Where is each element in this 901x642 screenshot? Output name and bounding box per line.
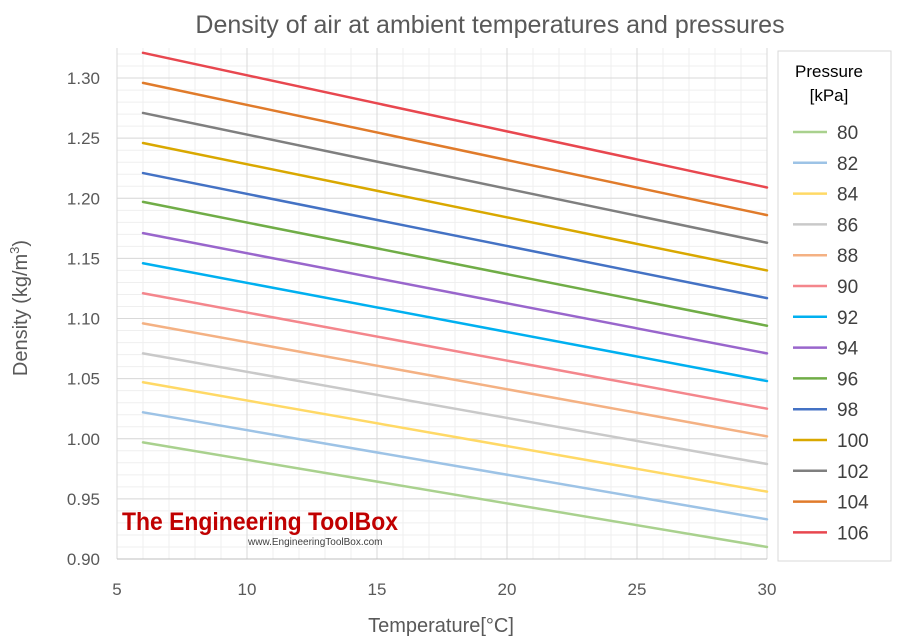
y-tick-label: 1.30	[67, 69, 100, 88]
y-tick-label: 1.25	[67, 129, 100, 148]
series-line-104kpa	[141, 81, 769, 217]
legend-box	[777, 50, 892, 562]
watermark-url: www.EngineeringToolBox.com	[247, 537, 383, 548]
x-tick-label: 5	[112, 580, 121, 599]
legend-label-94: 94	[837, 339, 859, 360]
x-tick-label: 20	[498, 580, 517, 599]
x-tick-labels: 5 10 15 20 25 30	[112, 580, 776, 599]
series-line-100kpa	[141, 141, 769, 272]
legend-label-88: 88	[837, 246, 858, 267]
y-tick-label: 1.05	[67, 370, 100, 389]
watermark-brand: The Engineering ToolBox	[122, 508, 398, 536]
legend-label-98: 98	[837, 400, 858, 421]
series-lines	[141, 51, 769, 549]
series-line-96kpa	[141, 200, 769, 327]
x-axis-title: Temperature[°C]	[368, 615, 514, 637]
legend-label-96: 96	[837, 369, 858, 390]
series-line-92kpa	[141, 261, 769, 383]
series-line-88kpa	[141, 322, 769, 438]
x-tick-label: 25	[628, 580, 647, 599]
chart-title: Density of air at ambient temperatures a…	[195, 11, 784, 39]
series-line-84kpa	[141, 381, 769, 493]
legend-label-82: 82	[837, 154, 858, 175]
series-line-90kpa	[141, 292, 769, 410]
series-line-86kpa	[141, 352, 769, 466]
y-axis-title-end: )	[10, 240, 32, 247]
legend-label-106: 106	[837, 523, 869, 544]
x-tick-label: 15	[368, 580, 387, 599]
legend-entries: 80 82 84 86 88 90 92 94 96 98 100 102 104 106	[793, 123, 869, 544]
x-tick-label: 10	[238, 580, 257, 599]
y-axis-title: Density (kg/m3)	[7, 240, 32, 376]
legend-label-86: 86	[837, 215, 858, 236]
y-tick-label: 0.95	[67, 490, 100, 509]
major-gridlines	[116, 48, 768, 560]
legend-label-80: 80	[837, 123, 858, 144]
y-tick-label: 1.20	[67, 189, 100, 208]
y-axis-title-superscript: 3	[7, 247, 22, 254]
series-line-94kpa	[141, 231, 769, 355]
series-line-98kpa	[141, 171, 769, 300]
y-tick-label: 0.90	[67, 550, 100, 569]
y-tick-label: 1.00	[67, 430, 100, 449]
series-line-82kpa	[141, 411, 769, 521]
legend: Pressure [kPa] 80 82 84 86 88 90 92 94 96 98 100 10…	[777, 50, 892, 562]
series-line-106kpa	[141, 51, 769, 189]
watermark: The Engineering ToolBox www.EngineeringT…	[122, 508, 398, 548]
legend-title-line1: Pressure	[795, 62, 863, 81]
y-tick-label: 1.15	[67, 249, 100, 268]
legend-label-90: 90	[837, 277, 858, 298]
minor-gridlines	[116, 48, 768, 560]
legend-label-84: 84	[837, 185, 859, 206]
series-line-102kpa	[141, 111, 769, 245]
legend-label-100: 100	[837, 431, 869, 452]
y-axis-title-main: Density (kg/m	[10, 254, 32, 376]
series-line-80kpa	[141, 441, 769, 549]
legend-title-line2: [kPa]	[810, 86, 849, 105]
y-tick-labels: 0.90 0.95 1.00 1.05 1.10 1.15 1.20 1.25 1.30	[67, 69, 100, 569]
legend-label-102: 102	[837, 462, 869, 483]
legend-label-92: 92	[837, 308, 858, 329]
x-tick-label: 30	[758, 580, 777, 599]
y-tick-label: 1.10	[67, 310, 100, 329]
legend-label-104: 104	[837, 493, 869, 514]
